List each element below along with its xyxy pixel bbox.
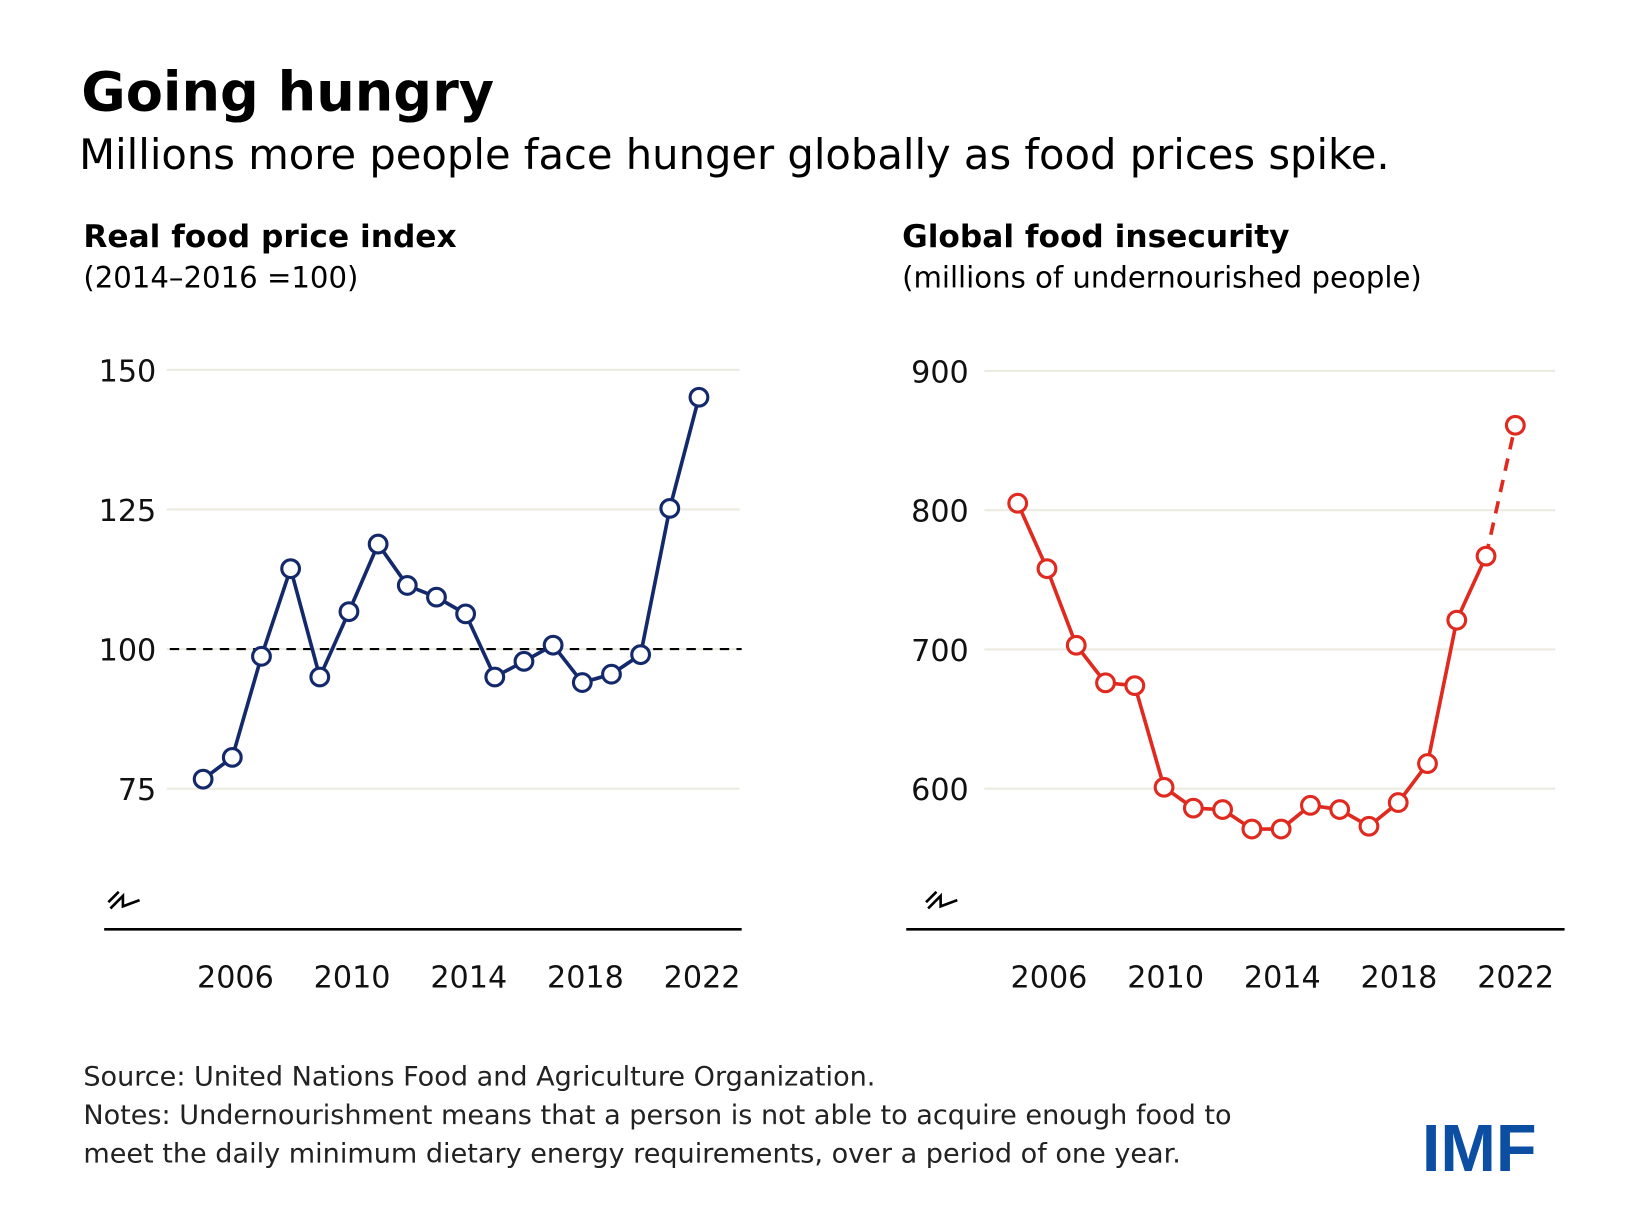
series-line <box>1016 502 1488 831</box>
data-point <box>338 601 360 623</box>
data-point <box>1446 609 1468 631</box>
data-point <box>455 603 477 625</box>
chart1-subtitle: (2014–2016 =100) <box>83 261 358 295</box>
data-point <box>1417 753 1438 775</box>
x-tick-label: 2014 <box>1244 961 1321 996</box>
data-point <box>1036 558 1058 580</box>
data-point <box>1182 797 1204 819</box>
chart-food-price-index: 75 100 125 150 2006 2010 2014 2018 2022 <box>99 354 742 996</box>
data-point <box>513 650 535 672</box>
x-tick-label: 2022 <box>664 961 741 996</box>
x-tick-label: 2006 <box>197 961 274 996</box>
data-point <box>309 666 331 688</box>
data-point <box>1212 799 1234 820</box>
y-tick-label: 125 <box>99 494 157 529</box>
data-point <box>630 644 652 666</box>
data-point <box>1124 675 1146 697</box>
data-point <box>251 645 272 667</box>
chart2-title: Global food insecurity <box>902 219 1289 255</box>
data-point <box>659 497 681 519</box>
data-point <box>1358 815 1380 837</box>
figure-title: Going hungry <box>81 61 494 124</box>
y-tick-label: 600 <box>911 773 969 808</box>
chart2-subtitle: (millions of undernourished people) <box>902 261 1422 295</box>
x-tick-label: 2014 <box>430 961 507 996</box>
data-point <box>571 672 593 693</box>
data-point <box>396 574 418 596</box>
chart-food-insecurity: 600 700 800 900 2006 2010 2014 2018 2022 <box>906 355 1565 996</box>
data-point <box>221 746 243 768</box>
data-point <box>1065 634 1087 656</box>
data-point <box>1504 414 1526 436</box>
series-line <box>202 396 701 781</box>
data-point <box>1095 672 1116 694</box>
data-point <box>1241 818 1263 840</box>
data-point <box>1270 818 1292 840</box>
axis-break-icon <box>925 890 958 910</box>
x-tick-label: 2006 <box>1011 961 1088 996</box>
data-point <box>1300 794 1321 816</box>
data-point <box>1475 545 1497 567</box>
data-point <box>1153 776 1175 798</box>
y-tick-label: 800 <box>911 495 969 530</box>
data-point <box>367 533 389 555</box>
data-point <box>1387 792 1409 813</box>
data-point <box>484 666 506 688</box>
y-tick-label: 150 <box>99 354 157 389</box>
data-point <box>1329 799 1351 820</box>
axis-break-icon <box>107 890 141 910</box>
notes-line-1: Notes: Undernourishment means that a per… <box>83 1100 1231 1131</box>
data-point <box>426 586 447 608</box>
y-tick-label: 100 <box>99 634 157 669</box>
data-point <box>192 768 214 790</box>
y-tick-label: 75 <box>118 773 156 808</box>
imf-logo: IMF <box>1422 1112 1537 1186</box>
y-tick-label: 700 <box>911 634 969 669</box>
x-tick-label: 2022 <box>1477 961 1554 996</box>
x-tick-label: 2010 <box>1127 961 1204 996</box>
x-tick-label: 2018 <box>1361 961 1438 996</box>
data-point <box>280 558 302 580</box>
data-point <box>688 386 710 408</box>
figure-subtitle: Millions more people face hunger globall… <box>79 130 1389 179</box>
chart1-title: Real food price index <box>83 219 456 255</box>
data-point <box>1007 492 1029 514</box>
data-point <box>601 663 622 685</box>
notes-line-2: meet the daily minimum dietary energy re… <box>83 1139 1181 1170</box>
source-note: Source: United Nations Food and Agricult… <box>83 1062 875 1093</box>
y-tick-label: 900 <box>911 355 969 390</box>
data-point <box>542 634 564 656</box>
x-tick-label: 2010 <box>314 961 391 996</box>
x-tick-label: 2018 <box>547 961 624 996</box>
series-line-projected <box>1484 424 1518 557</box>
